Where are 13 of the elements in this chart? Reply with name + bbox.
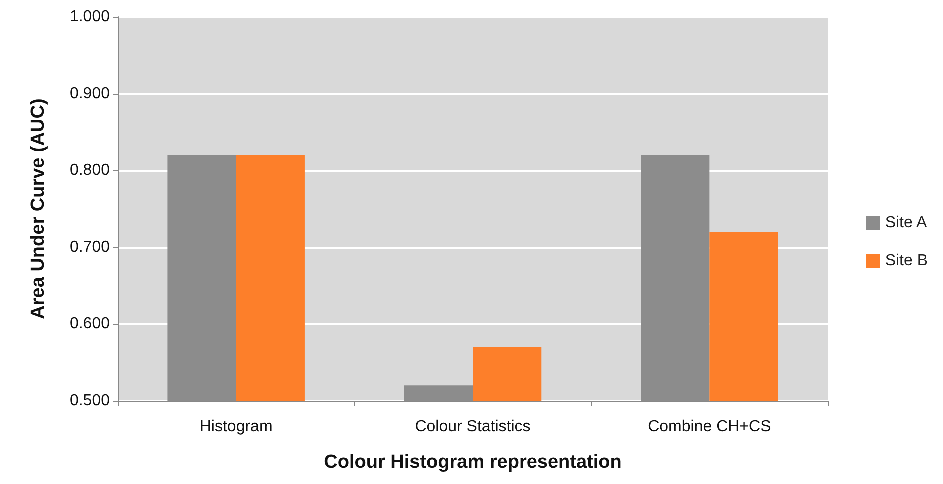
- legend-label: Site B: [885, 252, 928, 270]
- x-tick-label: Combine CH+CS: [648, 418, 772, 436]
- y-axis-title: Area Under Curve (AUC): [28, 98, 49, 320]
- x-tick-label: Colour Statistics: [415, 418, 531, 436]
- y-tick-label: 0.700: [70, 238, 110, 256]
- y-tick-label: 0.900: [70, 85, 110, 102]
- y-tick-label: 0.500: [70, 392, 110, 410]
- legend-label: Site A: [885, 214, 928, 232]
- x-axis-title: Colour Histogram representation: [324, 452, 622, 473]
- y-tick-label: 0.800: [70, 162, 110, 180]
- x-tick-label: Histogram: [200, 418, 273, 436]
- y-tick-label: 0.600: [70, 316, 110, 333]
- y-tick-label: 1.000: [70, 8, 110, 26]
